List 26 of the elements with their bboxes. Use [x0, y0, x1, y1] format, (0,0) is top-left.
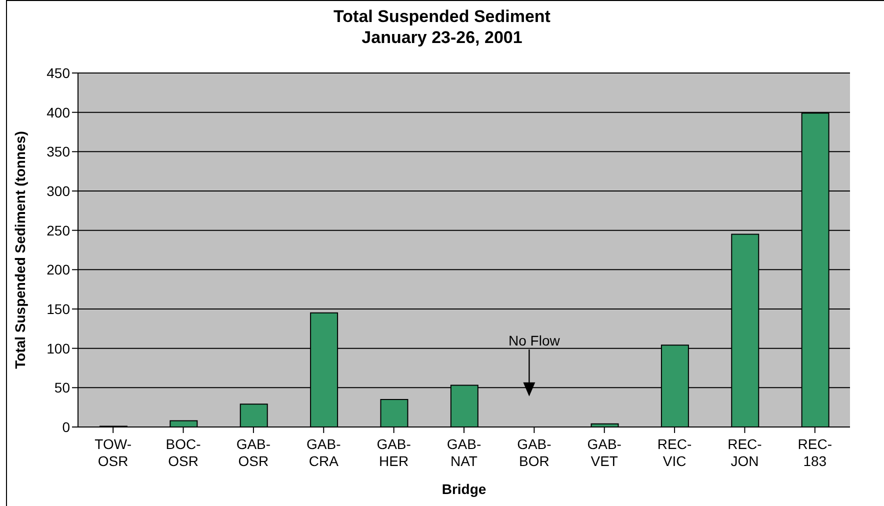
x-tick-label: REC-VIC — [657, 436, 692, 469]
annotation: No Flow — [508, 332, 561, 348]
x-axis-title: Bridge — [442, 481, 486, 497]
x-tick-label: GAB-OSR — [236, 436, 271, 469]
y-axis-title: Total Suspended Sediment (tonnes) — [12, 131, 28, 369]
y-tick-label: 250 — [46, 222, 70, 238]
x-tick-label: GAB-CRA — [306, 436, 342, 469]
x-tick-label: GAB-VET — [587, 436, 622, 469]
x-tick-label: GAB-NAT — [446, 436, 482, 469]
y-tick-label: 450 — [46, 64, 70, 81]
chart-subtitle: January 23-26, 2001 — [360, 27, 524, 48]
y-tick-label: 350 — [46, 144, 70, 160]
x-tick-label: REC-JON — [728, 436, 762, 469]
y-tick-label: 400 — [46, 104, 70, 120]
y-tick-label: 100 — [46, 340, 70, 356]
y-tick-label: 200 — [46, 262, 70, 278]
x-tick-label: TOW-OSR — [94, 436, 132, 469]
chart-title: Total Suspended Sediment — [332, 6, 552, 27]
y-tick-label: 50 — [54, 380, 70, 396]
y-tick-label: 150 — [46, 300, 70, 317]
y-tick-label: 300 — [46, 182, 70, 199]
x-tick-label: GAB-BOR — [517, 436, 552, 469]
x-tick-label: GAB-HER — [376, 436, 412, 469]
x-tick-label: REC-183 — [798, 436, 832, 469]
x-tick-label: BOC-OSR — [166, 436, 202, 469]
y-tick-label: 0 — [62, 418, 70, 435]
